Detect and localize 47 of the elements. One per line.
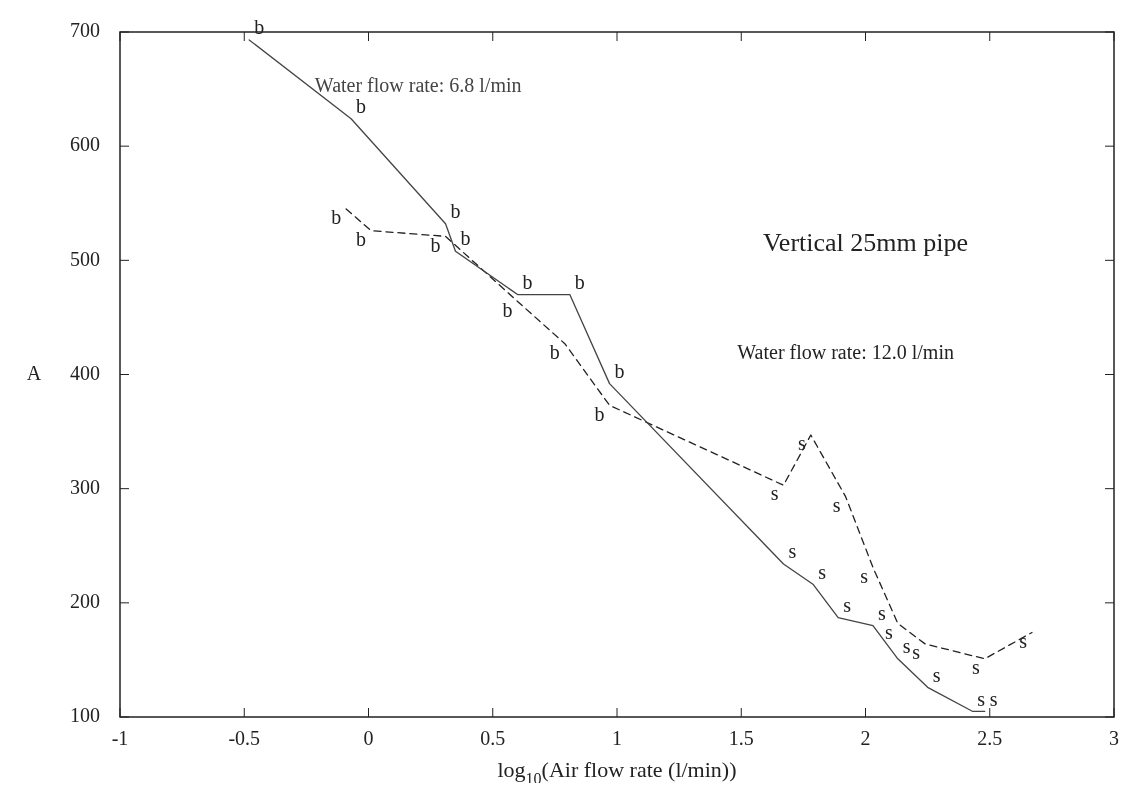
x-tick-label: 2 bbox=[860, 727, 871, 750]
data-label: s bbox=[818, 560, 827, 583]
y-tick-label: 100 bbox=[70, 704, 100, 727]
y-tick-label: 500 bbox=[70, 247, 100, 270]
y-tick-label: 700 bbox=[70, 19, 100, 42]
x-tick-label: 0 bbox=[363, 727, 374, 750]
data-label: s bbox=[989, 687, 998, 710]
y-tick-label: 600 bbox=[70, 133, 100, 156]
data-label: b bbox=[594, 402, 605, 425]
data-label: s bbox=[977, 687, 986, 710]
annotation: Vertical 25mm pipe bbox=[762, 228, 969, 258]
data-label: b bbox=[614, 359, 625, 382]
data-label: b bbox=[574, 270, 585, 293]
data-label: s bbox=[843, 593, 852, 616]
data-label: b bbox=[522, 270, 533, 293]
y-tick-label: 300 bbox=[70, 475, 100, 498]
text: Water flow rate: 12.0 l/min bbox=[737, 341, 954, 364]
y-axis-title: A bbox=[26, 361, 42, 384]
y-tick-label: 200 bbox=[70, 590, 100, 613]
data-label: b bbox=[430, 233, 441, 256]
x-tick-label: -1 bbox=[111, 727, 129, 750]
data-label: s bbox=[932, 663, 941, 686]
x-tick-label: -0.5 bbox=[228, 727, 261, 750]
data-label: b bbox=[460, 227, 471, 250]
x-tick-label: 0.5 bbox=[480, 727, 506, 750]
data-label: s bbox=[788, 540, 797, 563]
data-label: s bbox=[1019, 629, 1028, 652]
data-label: b bbox=[356, 95, 367, 118]
data-label: s bbox=[877, 601, 886, 624]
data-label: s bbox=[832, 493, 841, 516]
y-tick-label: 400 bbox=[70, 361, 100, 384]
x-tick-label: 2.5 bbox=[977, 727, 1003, 750]
data-label: s bbox=[902, 635, 911, 658]
series-label: Water flow rate: 6.8 l/min bbox=[314, 74, 522, 97]
x-tick-label: 1.5 bbox=[728, 727, 754, 750]
x-tick-label: 3 bbox=[1109, 727, 1119, 750]
data-label: b bbox=[549, 340, 560, 363]
data-label: b bbox=[450, 200, 461, 223]
x-tick-label: 1 bbox=[612, 727, 622, 750]
data-label: s bbox=[912, 641, 921, 664]
data-label: b bbox=[331, 206, 342, 229]
data-label: s bbox=[770, 482, 779, 505]
data-label: b bbox=[355, 227, 366, 250]
data-label: s bbox=[860, 564, 869, 587]
data-label: s bbox=[885, 620, 894, 643]
data-label: s bbox=[972, 656, 980, 679]
data-label: b bbox=[502, 298, 513, 321]
